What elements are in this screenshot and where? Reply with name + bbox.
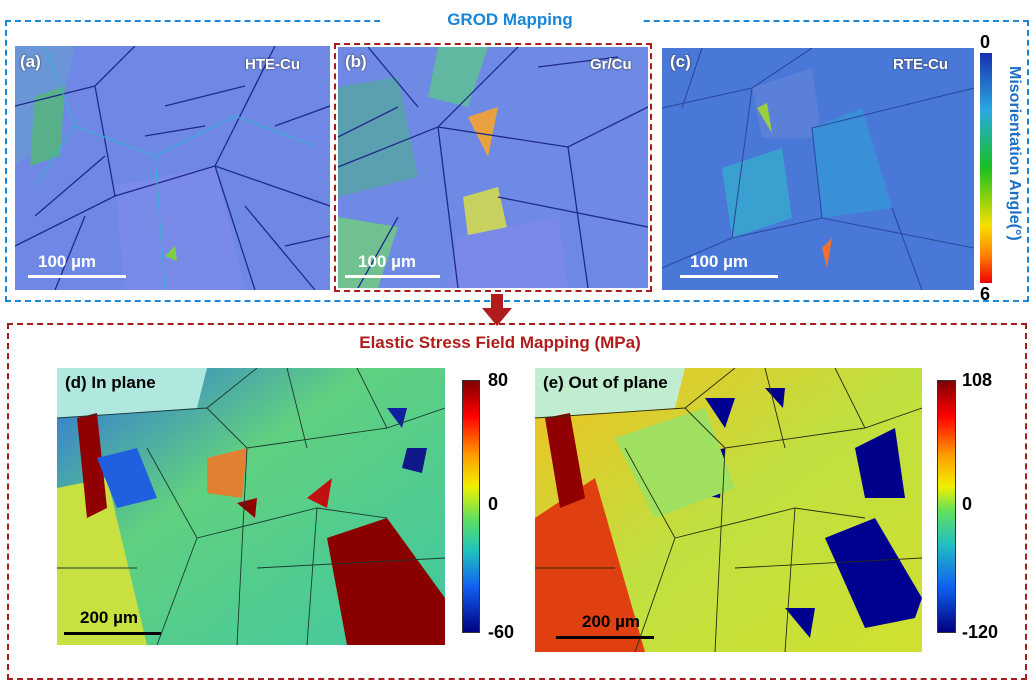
stress-mapping-frame bbox=[7, 323, 1027, 680]
stress-map-d bbox=[57, 368, 445, 645]
colorbar-d-min: -60 bbox=[488, 622, 515, 642]
stress-colorbar-e bbox=[937, 380, 956, 633]
stress-map-e bbox=[535, 368, 922, 652]
panel-label-b: (b) bbox=[345, 52, 367, 71]
scale-bar-b bbox=[345, 275, 440, 278]
colorbar-d-max: 80 bbox=[488, 370, 509, 390]
panel-label-c: (c) bbox=[670, 52, 691, 71]
sample-label-b: Gr/Cu bbox=[590, 56, 632, 73]
scale-label-a: 100 µm bbox=[38, 252, 96, 271]
grod-colorbar bbox=[980, 53, 992, 283]
grod-colorbar-max: 0 bbox=[980, 32, 991, 52]
panel-label-d: (d) In plane bbox=[65, 373, 156, 392]
grod-colorbar-label: Misorientation Angle(°) bbox=[1006, 66, 1023, 241]
colorbar-e-mid: 0 bbox=[962, 494, 973, 514]
grod-map-c bbox=[662, 48, 974, 290]
down-arrow-icon bbox=[482, 294, 512, 326]
grod-map-b bbox=[338, 47, 648, 288]
scale-bar-c bbox=[680, 275, 778, 278]
grod-map-a bbox=[15, 46, 330, 290]
scale-label-d: 200 µm bbox=[80, 608, 138, 627]
panel-label-e: (e) Out of plane bbox=[543, 373, 668, 392]
scale-bar-d bbox=[64, 632, 161, 635]
highlight-frame-b bbox=[334, 43, 652, 292]
colorbar-d-mid: 0 bbox=[488, 494, 499, 514]
colorbar-e-min: -120 bbox=[962, 622, 999, 642]
scale-label-c: 100 µm bbox=[690, 252, 748, 271]
stress-colorbar-d bbox=[462, 380, 480, 633]
scale-label-e: 200 µm bbox=[582, 612, 640, 631]
grod-title: GROD Mapping bbox=[380, 10, 640, 30]
panel-label-a: (a) bbox=[20, 52, 41, 71]
scale-bar-a bbox=[28, 275, 126, 278]
grod-colorbar-label-wrap: Misorientation Angle(°) bbox=[1003, 66, 1023, 266]
scale-label-b: 100 µm bbox=[358, 252, 416, 271]
stress-title: Elastic Stress Field Mapping (MPa) bbox=[359, 333, 641, 352]
scale-bar-e bbox=[556, 636, 654, 639]
grod-colorbar-min: 6 bbox=[980, 284, 991, 304]
sample-label-c: RTE-Cu bbox=[893, 56, 948, 73]
sample-label-a: HTE-Cu bbox=[245, 56, 300, 73]
colorbar-e-max: 108 bbox=[962, 370, 993, 390]
